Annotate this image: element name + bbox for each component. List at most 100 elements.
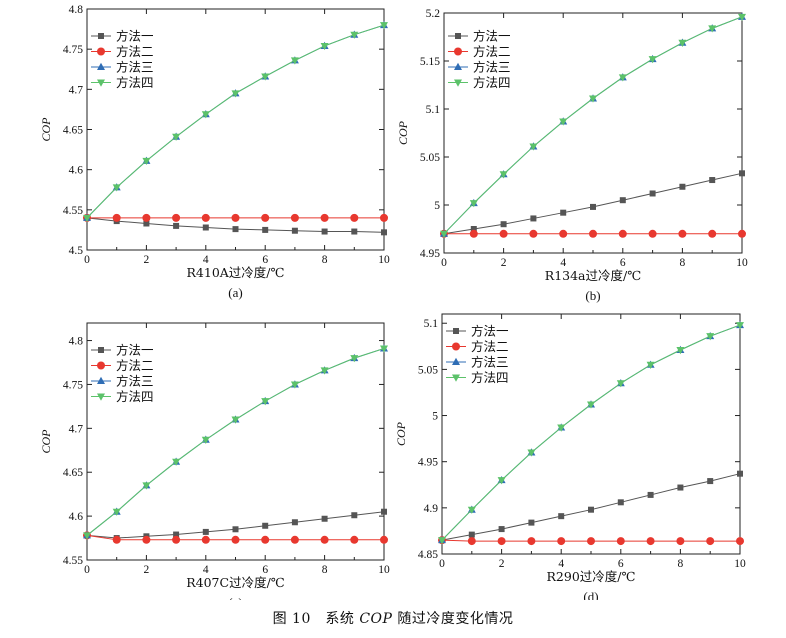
data-point-method-4 (589, 95, 597, 103)
x-tick-label: 2 (144, 254, 150, 266)
x-tick-label: 8 (322, 254, 328, 266)
data-point-method-4 (676, 347, 685, 355)
data-point-method-4 (616, 380, 625, 388)
x-tick-label: 2 (144, 564, 150, 576)
data-point-method-2 (290, 535, 299, 544)
data-point-method-4 (469, 200, 478, 208)
data-point-method-1 (739, 170, 745, 177)
data-point-method-2 (499, 229, 508, 238)
data-point-method-2 (469, 229, 478, 238)
legend-marker-method-1 (455, 33, 461, 39)
y-tick-label: 4.6 (69, 165, 84, 177)
chart-panel-4: 0 2 4 6 8 10 4.85 4.9 4.95 5 5.05 5.1 R290过冷度/℃ COP (d… (394, 313, 746, 600)
y-tick-label: 4.65 (63, 467, 83, 479)
data-point-method-2 (112, 213, 121, 222)
y-tick-label: 5 (432, 411, 438, 423)
legend-label-method-2: 方法二 (116, 44, 154, 59)
data-point-method-4 (112, 184, 121, 192)
panel-label: (d) (583, 589, 598, 600)
data-point-method-2 (350, 213, 359, 222)
data-point-method-1 (530, 215, 537, 222)
data-point-method-2 (648, 229, 657, 238)
data-point-method-2 (736, 537, 744, 546)
data-point-method-2 (589, 229, 597, 238)
data-point-method-4 (618, 74, 627, 82)
panel-label: (c) (228, 595, 242, 600)
series-line-method-1 (86, 511, 385, 539)
data-point-method-2 (467, 537, 476, 546)
data-point-method-2 (231, 213, 240, 222)
data-point-method-4 (172, 458, 181, 466)
data-point-method-1 (291, 519, 298, 526)
data-point-method-2 (529, 229, 538, 238)
legend-marker-method-2 (452, 342, 460, 351)
data-point-method-4 (529, 143, 538, 151)
data-point-method-2 (587, 537, 595, 546)
caption-italic: COP (359, 611, 393, 627)
data-point-method-2 (616, 537, 625, 546)
x-tick-label: 0 (439, 558, 445, 570)
data-point-method-4 (646, 361, 655, 369)
legend-label-method-3: 方法三 (116, 374, 154, 389)
chart-panel-3: 0 2 4 6 8 10 4.55 4.6 4.65 4.7 4.75 4.8 R407C过冷度/℃ CO… (39, 322, 390, 600)
data-point-method-4 (648, 56, 657, 64)
legend-marker-method-2 (454, 47, 462, 56)
data-point-method-2 (618, 229, 627, 238)
data-point-method-4 (112, 508, 121, 516)
x-tick-label: 0 (84, 564, 90, 576)
legend-marker-method-3 (452, 357, 460, 365)
chart-panel-1: 0 2 4 6 8 10 4.5 4.55 4.6 4.65 4.7 4.75 4.8 R410A过冷度/… (39, 4, 390, 300)
data-point-method-1 (679, 183, 686, 190)
data-point-method-4 (261, 398, 270, 406)
data-point-method-2 (261, 213, 270, 222)
data-point-method-1 (588, 506, 594, 513)
data-point-method-2 (112, 535, 121, 544)
legend-label-method-2: 方法二 (473, 44, 511, 59)
data-point-method-1 (232, 526, 239, 533)
data-point-method-2 (201, 535, 210, 544)
data-point-method-4 (231, 416, 240, 424)
data-point-method-4 (320, 367, 329, 375)
data-point-method-1 (649, 190, 656, 197)
data-point-method-1 (173, 222, 180, 229)
data-point-method-1 (202, 528, 209, 535)
legend-label-method-2: 方法二 (116, 358, 154, 373)
data-point-method-2 (708, 229, 717, 238)
chart-panel-2: 0 2 4 6 8 10 4.95 5 5.05 5.1 5.15 5.2 R134a过冷度/℃ COP (… (396, 8, 748, 303)
data-point-method-4 (438, 537, 446, 545)
legend-label-method-4: 方法四 (471, 370, 509, 385)
x-axis-label: R407C过冷度/℃ (186, 575, 285, 590)
legend-label-method-2: 方法二 (471, 339, 509, 354)
data-point-method-2 (142, 535, 151, 544)
x-tick-label: 10 (378, 564, 390, 576)
data-point-method-4 (559, 118, 568, 126)
data-point-method-1 (202, 224, 209, 231)
x-axis-label: R290过冷度/℃ (547, 569, 636, 584)
data-point-method-2 (557, 537, 566, 546)
data-point-method-1 (351, 512, 358, 519)
x-tick-label: 6 (262, 564, 268, 576)
y-tick-label: 5 (434, 200, 440, 212)
y-tick-label: 4.75 (63, 44, 83, 56)
y-tick-label: 4.8 (69, 336, 84, 348)
data-point-method-1 (647, 491, 654, 498)
y-tick-label: 5.15 (420, 56, 440, 68)
data-point-method-1 (560, 209, 567, 216)
data-point-method-4 (706, 333, 715, 341)
legend-label-method-1: 方法一 (116, 29, 154, 44)
legend-marker-method-1 (453, 328, 459, 334)
data-point-method-1 (291, 227, 298, 234)
data-point-method-1 (232, 226, 239, 233)
data-point-method-2 (380, 213, 388, 222)
data-point-method-2 (172, 213, 181, 222)
y-tick-label: 4.5 (69, 245, 84, 257)
data-point-method-2 (676, 537, 685, 546)
y-tick-label: 4.9 (424, 503, 439, 515)
data-point-method-4 (290, 381, 299, 389)
data-point-method-4 (350, 355, 359, 363)
data-point-method-4 (261, 73, 270, 81)
legend-label-method-1: 方法一 (473, 29, 511, 44)
panel-label: (a) (228, 285, 242, 300)
